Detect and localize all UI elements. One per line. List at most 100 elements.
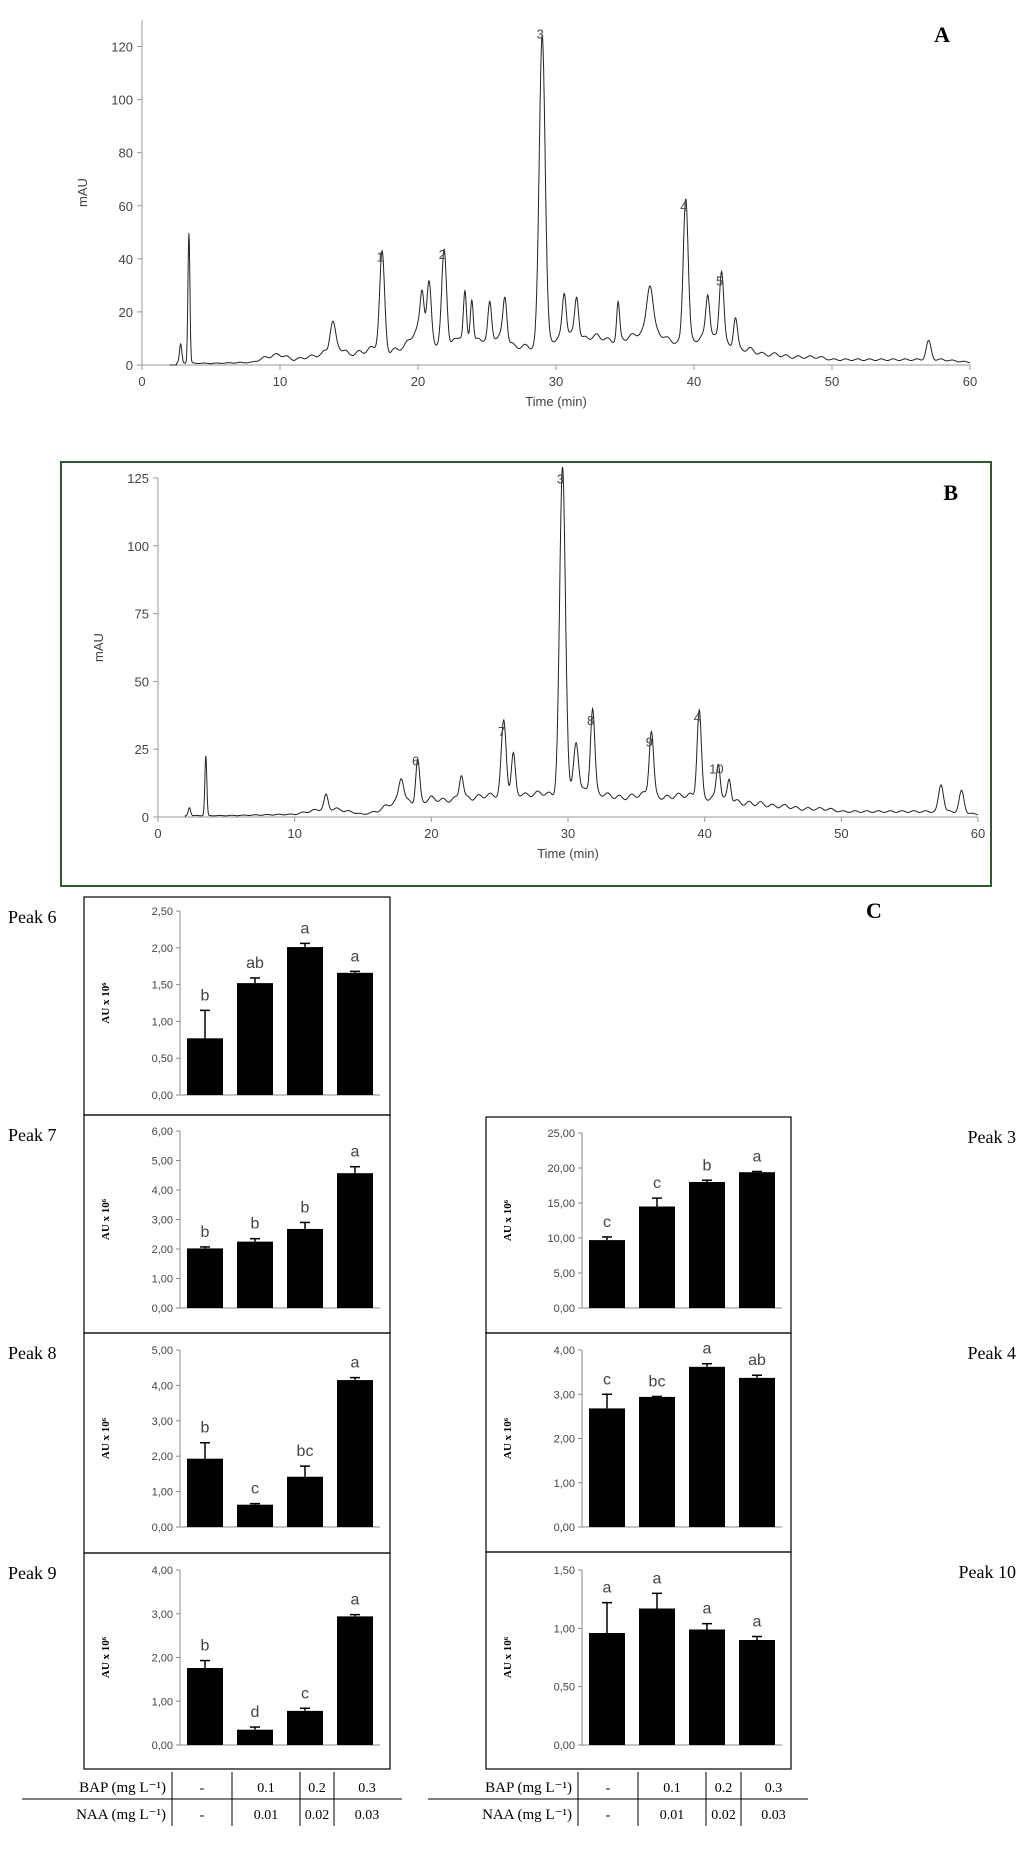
- significance-letter: b: [201, 1638, 210, 1655]
- chromatogram-trace: [169, 35, 971, 366]
- panel-b-frame: [60, 461, 992, 887]
- bar: [589, 1408, 625, 1527]
- significance-letter: bc: [649, 1373, 666, 1390]
- significance-letter: a: [301, 920, 310, 937]
- y-tick-label: 4,00: [554, 1345, 575, 1357]
- significance-letter: a: [351, 948, 360, 965]
- peak-title: Peak 6: [8, 907, 57, 927]
- y-tick-label: 1,50: [152, 980, 173, 992]
- bar-chart-p6: 0,00 0,50 1,00 1,50 2,00 2,50 AU x 10⁶ b ab a a Pea…: [8, 896, 391, 1116]
- y-tick-label: 3,00: [152, 1215, 173, 1227]
- chart-frame: [83, 1552, 391, 1770]
- y-tick-label: 2,00: [152, 1451, 173, 1463]
- significance-letter: b: [251, 1216, 260, 1233]
- significance-letter: c: [251, 1481, 259, 1498]
- bar: [187, 1668, 223, 1745]
- bar: [739, 1640, 775, 1745]
- y-tick-label: 1,00: [152, 1487, 173, 1499]
- table-row-label: NAA (mg L⁻¹): [76, 1807, 166, 1823]
- significance-letter: a: [753, 1149, 762, 1166]
- bar: [739, 1172, 775, 1308]
- table-cell: 0.03: [355, 1808, 380, 1823]
- y-tick-label: 2,50: [152, 906, 173, 918]
- table-cell: 0.3: [765, 1781, 783, 1796]
- bar: [639, 1608, 675, 1745]
- table-cell: 0.2: [308, 1781, 326, 1796]
- peak-title: Peak 3: [968, 1127, 1017, 1147]
- peak-label: 6: [412, 754, 419, 769]
- y-axis-label: AU x 10⁶: [502, 1636, 514, 1678]
- significance-letter: a: [653, 1570, 662, 1587]
- table-cell: 0.2: [715, 1781, 733, 1796]
- y-tick-label: 1,00: [152, 1696, 173, 1708]
- table-cell: -: [606, 1808, 611, 1823]
- y-tick-label: 75: [135, 607, 149, 622]
- y-tick-label: 5,00: [152, 1156, 173, 1168]
- bar: [187, 1248, 223, 1308]
- bar: [739, 1377, 775, 1527]
- y-tick-label: 2,00: [554, 1434, 575, 1446]
- bar-chart-p7: 0,00 1,00 2,00 3,00 4,00 5,00 6,00 AU x 10⁶ b b b a…: [8, 1114, 391, 1334]
- bar: [337, 1380, 373, 1527]
- bar: [237, 983, 273, 1095]
- treatment-table: BAP (mg L⁻¹) - 0.1 0.2 0.3 NAA (mg L⁻¹) - 0.01 0…: [428, 1772, 808, 1826]
- y-axis-label: mAU: [91, 633, 106, 662]
- peak-label: 2: [439, 247, 446, 262]
- peak-label: 10: [709, 762, 723, 777]
- y-tick-label: 4,00: [152, 1185, 173, 1197]
- table-cell: -: [200, 1781, 205, 1796]
- significance-letter: b: [301, 1199, 310, 1216]
- significance-letter: a: [603, 1580, 612, 1597]
- y-tick-label: 125: [127, 471, 149, 486]
- y-tick-label: 1,00: [152, 1274, 173, 1286]
- significance-letter: b: [703, 1157, 712, 1174]
- x-tick-label: 20: [411, 374, 425, 389]
- y-tick-label: 0: [126, 358, 133, 373]
- table-cell: 0.01: [254, 1808, 279, 1823]
- significance-letter: c: [603, 1371, 611, 1388]
- y-tick-label: 10,00: [547, 1233, 575, 1245]
- y-tick-label: 120: [111, 40, 133, 55]
- bar: [237, 1729, 273, 1745]
- treatment-tables: BAP (mg L⁻¹) - 0.1 0.2 0.3 NAA (mg L⁻¹) - 0.01 0…: [22, 1772, 808, 1826]
- y-tick-label: 1,00: [554, 1623, 575, 1635]
- y-tick-label: 0,00: [152, 1303, 173, 1315]
- significance-letter: c: [653, 1175, 661, 1192]
- y-tick-label: 0: [142, 810, 149, 825]
- bar: [287, 1228, 323, 1308]
- x-tick-label: 50: [834, 826, 848, 841]
- y-tick-label: 25,00: [547, 1128, 575, 1140]
- y-tick-label: 1,00: [152, 1016, 173, 1028]
- x-tick-label: 30: [549, 374, 563, 389]
- y-tick-label: 0,00: [152, 1740, 173, 1752]
- bar-chart-p10: 0,00 0,50 1,00 1,50 AU x 10⁶ a a a a Peak 10: [485, 1551, 1016, 1770]
- y-tick-label: 50: [135, 674, 149, 689]
- y-tick-label: 6,00: [152, 1126, 173, 1138]
- peak-title: Peak 7: [8, 1125, 57, 1145]
- x-axis-label: Time (min): [537, 846, 599, 861]
- y-tick-label: 1,00: [554, 1478, 575, 1490]
- significance-letter: c: [603, 1214, 611, 1231]
- peak-label: 3: [537, 27, 544, 42]
- y-tick-label: 2,00: [152, 943, 173, 955]
- bar: [689, 1629, 725, 1745]
- y-axis-label: AU x 10⁶: [100, 1417, 112, 1459]
- significance-letter: b: [201, 1420, 210, 1437]
- table-row-label: BAP (mg L⁻¹): [485, 1780, 572, 1796]
- y-tick-label: 1,50: [554, 1565, 575, 1577]
- significance-letter: a: [351, 1355, 360, 1372]
- bar: [337, 972, 373, 1095]
- y-tick-label: 2,00: [152, 1244, 173, 1256]
- significance-letter: a: [753, 1614, 762, 1631]
- bar: [689, 1366, 725, 1527]
- bar: [237, 1504, 273, 1527]
- y-tick-label: 0,00: [152, 1522, 173, 1534]
- significance-letter: d: [251, 1704, 260, 1721]
- x-tick-label: 10: [287, 826, 301, 841]
- significance-letter: ab: [748, 1352, 766, 1369]
- bar-chart-p9: 0,00 1,00 2,00 3,00 4,00 AU x 10⁶ b d c a Peak 9: [8, 1552, 391, 1770]
- table-cell: 0.02: [711, 1808, 736, 1823]
- y-tick-label: 3,00: [554, 1389, 575, 1401]
